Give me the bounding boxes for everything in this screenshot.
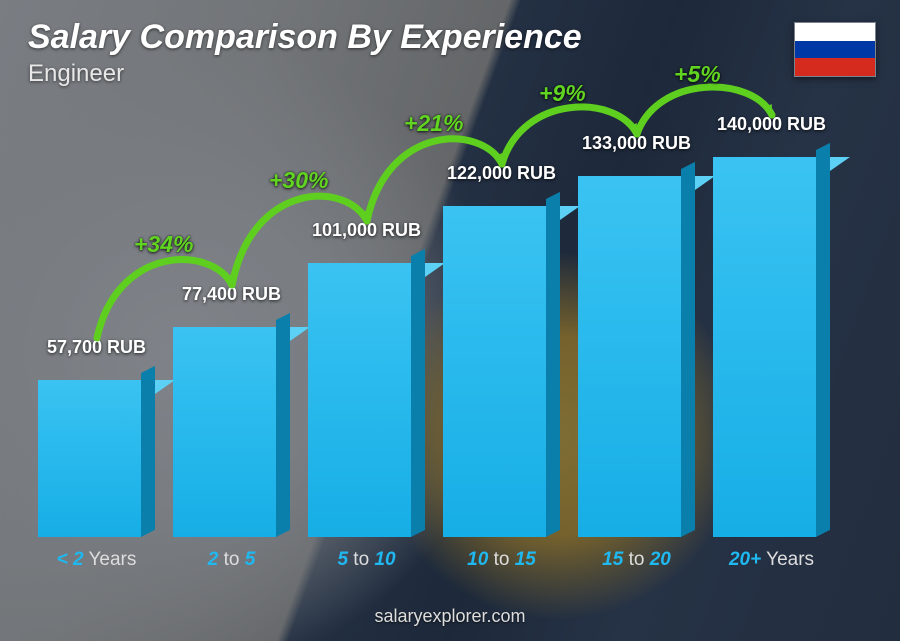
bar-value-label: 57,700 RUB <box>47 337 146 358</box>
flag-stripe <box>795 41 875 59</box>
bar: 77,400 RUB <box>173 327 290 537</box>
bar-front-face <box>173 327 276 537</box>
bar-front-face <box>713 157 816 537</box>
bar-shape <box>38 380 155 537</box>
category-accent: 15 <box>515 549 536 570</box>
bars-container: 57,700 RUB77,400 RUB101,000 RUB122,000 R… <box>28 110 840 537</box>
category-accent: 10 <box>467 549 488 570</box>
bar-side-face <box>681 162 695 537</box>
bar: 57,700 RUB <box>38 380 155 537</box>
category-accent: 20+ <box>729 549 761 570</box>
category-accent: 20 <box>650 549 671 570</box>
bar-value-label: 140,000 RUB <box>717 114 826 135</box>
bar-side-face <box>411 249 425 537</box>
footer-attribution: salaryexplorer.com <box>0 606 900 627</box>
bar-front-face <box>308 263 411 537</box>
category-accent: 5 <box>337 549 348 570</box>
bar-side-face <box>141 366 155 537</box>
chart-subtitle: Engineer <box>28 60 124 88</box>
bar-chart: 57,700 RUB77,400 RUB101,000 RUB122,000 R… <box>28 110 840 571</box>
flag-stripe <box>795 58 875 76</box>
bar-value-label: 122,000 RUB <box>447 163 556 184</box>
bar-front-face <box>38 380 141 537</box>
category-label: 10 to 15 <box>443 549 560 571</box>
category-accent: < 2 <box>57 549 84 570</box>
category-label: 20+ Years <box>713 549 830 571</box>
increase-pct-label: +5% <box>674 61 721 88</box>
bar-shape <box>173 327 290 537</box>
bar-front-face <box>443 206 546 537</box>
category-accent: 15 <box>602 549 623 570</box>
bar-front-face <box>578 176 681 537</box>
categories-container: < 2 Years2 to 55 to 1010 to 1515 to 2020… <box>28 549 840 571</box>
bar: 133,000 RUB <box>578 176 695 537</box>
category-muted: Years <box>761 549 814 570</box>
bar-shape <box>578 176 695 537</box>
category-accent: 5 <box>245 549 256 570</box>
category-accent: 2 <box>208 549 219 570</box>
category-muted: to <box>218 549 244 570</box>
increase-pct-label: +34% <box>134 231 193 258</box>
increase-pct-label: +30% <box>269 167 328 194</box>
bar-side-face <box>546 192 560 537</box>
category-label: 5 to 10 <box>308 549 425 571</box>
bar-side-face <box>276 313 290 537</box>
bar: 140,000 RUB <box>713 157 830 537</box>
flag-stripe <box>795 23 875 41</box>
bar-shape <box>443 206 560 537</box>
increase-pct-label: +21% <box>404 110 463 137</box>
bar-side-face <box>816 143 830 537</box>
bar-value-label: 77,400 RUB <box>182 284 281 305</box>
bar: 122,000 RUB <box>443 206 560 537</box>
category-label: 15 to 20 <box>578 549 695 571</box>
category-muted: Years <box>84 549 137 570</box>
increase-pct-label: +9% <box>539 80 586 107</box>
bar-shape <box>308 263 425 537</box>
category-muted: to <box>348 549 374 570</box>
infographic-canvas: Salary Comparison By Experience Engineer… <box>0 0 900 641</box>
bar-value-label: 133,000 RUB <box>582 133 691 154</box>
bar-shape <box>713 157 830 537</box>
category-accent: 10 <box>374 549 395 570</box>
bar-value-label: 101,000 RUB <box>312 220 421 241</box>
category-label: < 2 Years <box>38 549 155 571</box>
category-label: 2 to 5 <box>173 549 290 571</box>
category-muted: to <box>623 549 649 570</box>
chart-title: Salary Comparison By Experience <box>28 18 582 57</box>
bar: 101,000 RUB <box>308 263 425 537</box>
category-muted: to <box>488 549 514 570</box>
flag-russia-icon <box>794 22 876 77</box>
